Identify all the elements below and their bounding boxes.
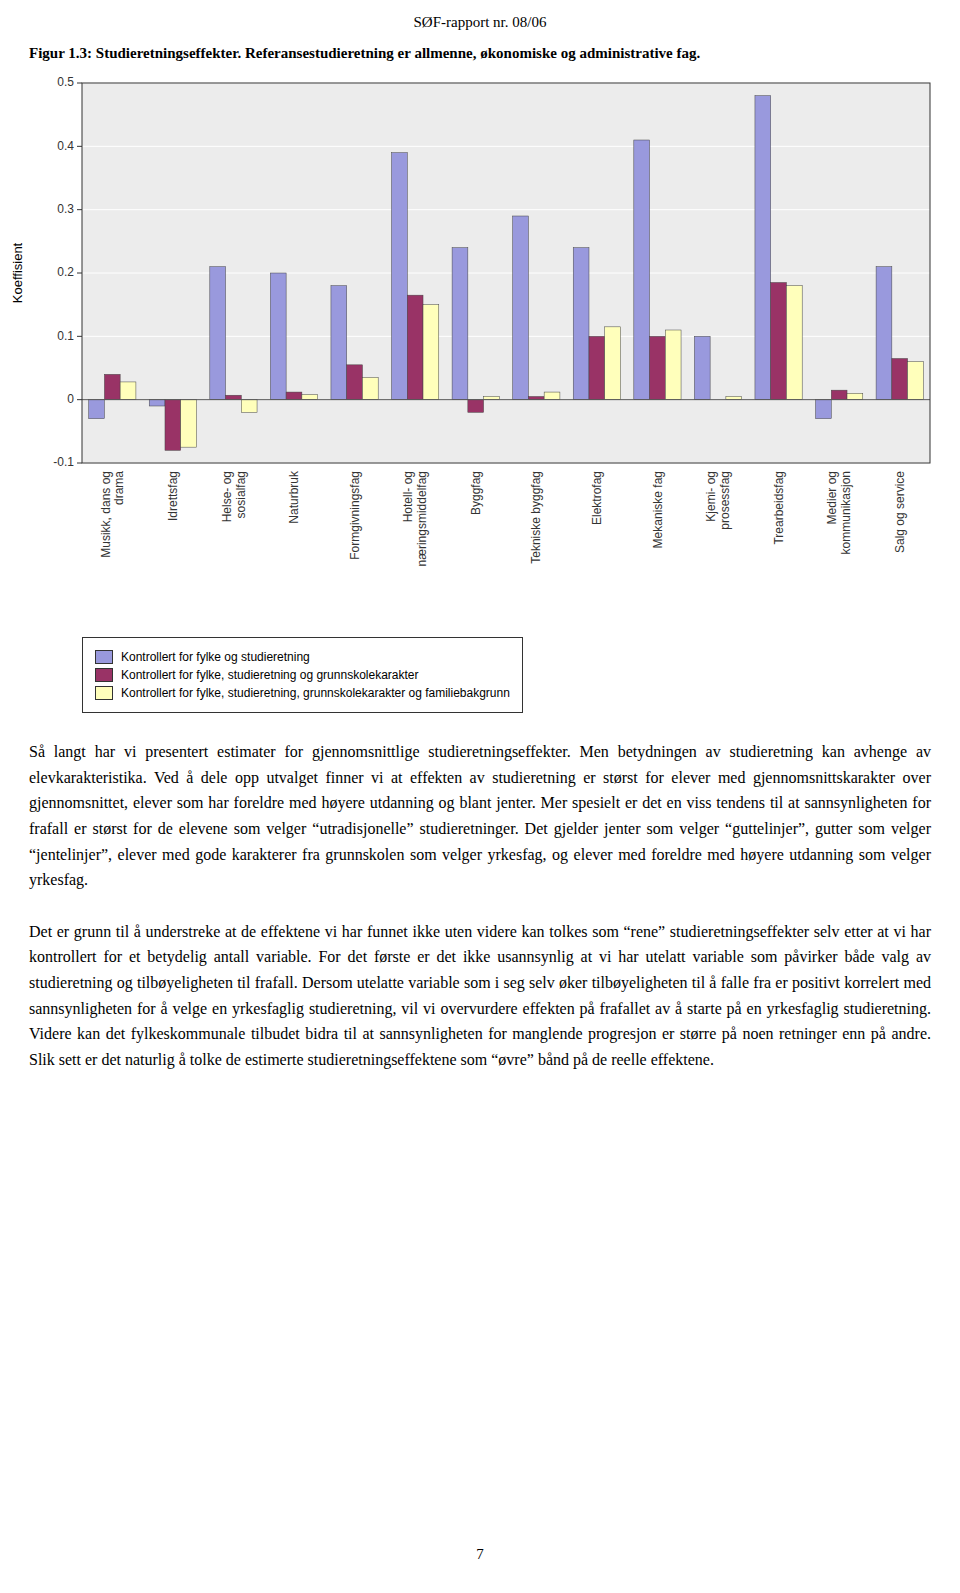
legend-item: Kontrollert for fylke og studieretning	[95, 650, 510, 664]
category-label: Idrettsfag	[166, 471, 180, 521]
legend-swatch	[95, 650, 113, 664]
bar	[513, 216, 529, 400]
bar	[165, 400, 181, 451]
bar	[634, 140, 650, 400]
bar	[286, 392, 302, 400]
tick-label: 0	[67, 392, 74, 406]
legend: Kontrollert for fylke og studieretning Ko…	[82, 637, 523, 713]
bar	[589, 337, 605, 400]
category-label: Medier ogkommunikasjon	[825, 471, 853, 554]
bar	[847, 394, 863, 400]
bar	[362, 378, 378, 400]
bar	[786, 286, 802, 400]
bar	[120, 382, 136, 400]
bar	[831, 390, 847, 400]
bars	[89, 96, 924, 451]
page-header: SØF-rapport nr. 08/06	[0, 0, 960, 31]
bar	[331, 286, 347, 400]
bar	[544, 392, 560, 400]
bar	[876, 267, 892, 400]
legend-label: Kontrollert for fylke, studieretning og …	[121, 668, 419, 682]
tick-mark	[77, 273, 82, 274]
category-label: Tekniske byggfag	[529, 471, 543, 564]
bar	[210, 267, 226, 400]
category-label: Naturbruk	[287, 470, 301, 524]
category-label: Helse- ogsosialfag	[220, 471, 248, 522]
bar	[605, 327, 621, 400]
bar	[89, 400, 105, 419]
grid-line	[82, 146, 930, 147]
paragraph: Så langt har vi presentert estimater for…	[29, 739, 931, 893]
category-label: Formgivningsfag	[348, 471, 362, 560]
legend-label: Kontrollert for fylke, studieretning, gr…	[121, 686, 510, 700]
bar	[226, 395, 242, 399]
legend-item: Kontrollert for fylke, studieretning, gr…	[95, 686, 510, 700]
tick-label: 0.2	[57, 265, 74, 279]
category-label: Musikk, dans ogdrama	[99, 471, 127, 558]
tick-label: -0.1	[53, 455, 74, 469]
tick-label: 0.5	[57, 75, 74, 89]
category-label: Trearbeidsfag	[772, 471, 786, 545]
bar	[270, 273, 286, 400]
bar	[392, 153, 408, 400]
bar	[771, 283, 787, 400]
legend-label: Kontrollert for fylke og studieretning	[121, 650, 310, 664]
grid-line	[82, 399, 930, 400]
grid-line	[82, 209, 930, 210]
bar	[149, 400, 165, 406]
tick-mark	[77, 336, 82, 337]
tick-label: 0.1	[57, 329, 74, 343]
category-label: Mekaniske fag	[651, 471, 665, 548]
category-label: Hotell- ognæringsmiddelfag	[401, 471, 429, 566]
bar	[755, 96, 771, 400]
legend-item: Kontrollert for fylke, studieretning og …	[95, 668, 510, 682]
paragraph: Det er grunn til å understreke at de eff…	[29, 919, 931, 1073]
category-label: Kjemi- ogprosessfag	[704, 471, 732, 530]
bar	[452, 248, 468, 400]
tick-mark	[77, 463, 82, 464]
category-label: Salg og service	[893, 471, 907, 553]
bar	[104, 375, 120, 400]
grid-line	[82, 336, 930, 337]
tick-label: 0.4	[57, 139, 74, 153]
tick-label: 0.3	[57, 202, 74, 216]
bar	[650, 337, 666, 400]
zero-line	[82, 399, 930, 400]
bar	[573, 248, 589, 400]
bar	[665, 330, 681, 400]
grid-line	[82, 273, 930, 274]
category-label: Byggfag	[469, 471, 483, 515]
bar	[407, 295, 423, 400]
tick-mark	[77, 209, 82, 210]
bar	[908, 362, 924, 400]
bar	[241, 400, 257, 413]
legend-swatch	[95, 668, 113, 682]
plot-area	[82, 83, 930, 463]
bar	[816, 400, 832, 419]
bar	[423, 305, 439, 400]
page-number: 7	[0, 1546, 960, 1563]
category-label: Elektrofag	[590, 471, 604, 525]
figure-title: Figur 1.3: Studieretningseffekter. Refer…	[29, 43, 931, 63]
bar	[302, 395, 318, 400]
bar	[181, 400, 197, 448]
bar	[694, 337, 710, 400]
bar	[892, 359, 908, 400]
tick-mark	[77, 399, 82, 400]
plot-frame	[82, 83, 930, 463]
axis-label: Koeffisient	[10, 243, 25, 304]
legend-swatch	[95, 686, 113, 700]
bar	[347, 365, 363, 400]
chart: -0.1 0 0.1 0.2 0.3 0.4 0.5 Musikk, dans ogdrama…	[0, 71, 960, 631]
tick-mark	[77, 146, 82, 147]
body-text: Så langt har vi presentert estimater for…	[29, 739, 931, 1072]
tick-mark	[77, 83, 82, 84]
bar	[468, 400, 484, 413]
grid	[82, 83, 930, 463]
